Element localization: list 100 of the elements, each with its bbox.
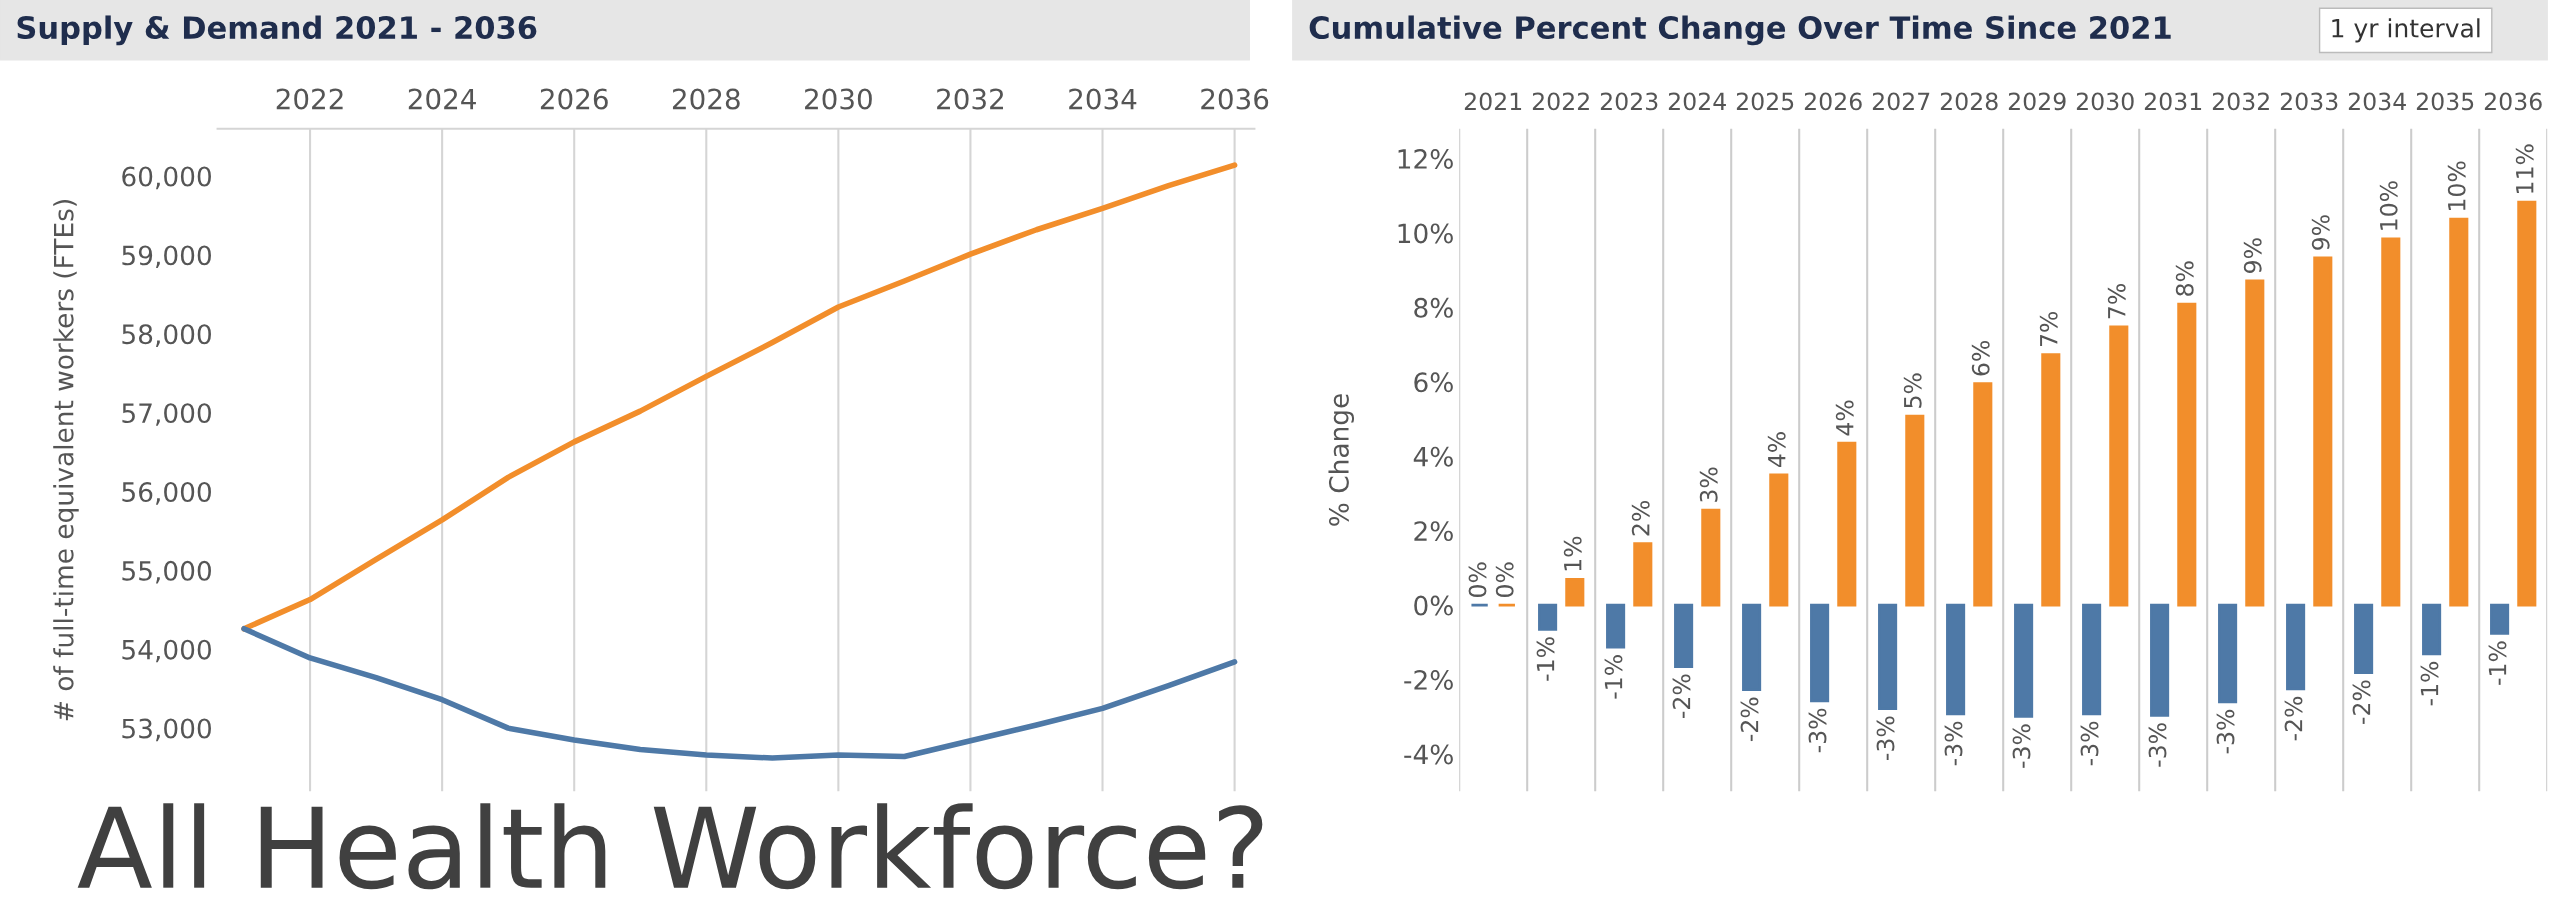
data-label: 8%: [2175, 261, 2194, 296]
data-label: 10%: [2379, 181, 2398, 230]
bar: [2286, 603, 2306, 691]
data-label: -2%: [1740, 697, 1759, 742]
bar: [2150, 603, 2170, 717]
bar: [2490, 603, 2510, 635]
text: 1 yr interval: [2332, 18, 2480, 43]
x-tick-label: 2021: [1464, 92, 1522, 111]
bar: [1606, 603, 1626, 649]
chart-title: Cumulative Percent Change Over Time Since 2021: [1309, 15, 2171, 46]
x-tick-label: 2033: [2280, 92, 2338, 111]
data-label: 4%: [1835, 400, 1854, 436]
bar: [1538, 603, 1558, 631]
data-label: -1%: [2488, 641, 2507, 685]
data-label: -1%: [2420, 661, 2439, 706]
x-tick-label: 2027: [1872, 92, 1930, 111]
x-tick-label: 2030: [2076, 92, 2134, 111]
data-label: 9%: [2311, 215, 2330, 250]
bar: [1837, 441, 1857, 607]
x-tick-label: 2035: [2416, 92, 2474, 111]
data-label: -3%: [1876, 716, 1895, 761]
data-label: 7%: [2107, 284, 2126, 319]
data-label: -3%: [2148, 723, 2167, 767]
data-label: 1%: [1563, 536, 1582, 571]
data-label: 0%: [1468, 562, 1487, 597]
data-label: -3%: [2080, 721, 2099, 766]
x-tick-label: 2030: [805, 88, 872, 110]
bar: [2517, 200, 2537, 607]
y-tick-label: 60,000: [122, 166, 211, 190]
bar: [2313, 256, 2333, 607]
x-tick-label: 2022: [276, 88, 343, 110]
data-label: 3%: [1699, 467, 1718, 502]
x-tick-label: 2031: [2144, 92, 2202, 111]
x-tick-label: 2032: [2212, 92, 2269, 111]
bar: [2245, 279, 2265, 607]
data-label: 10%: [2447, 161, 2466, 211]
y-axis-title: % Change: [1328, 394, 1355, 526]
bar: [1565, 578, 1585, 607]
data-label: -3%: [1944, 721, 1963, 766]
y-tick-label: 56,000: [122, 481, 211, 505]
y-tick-label: 55,000: [122, 560, 211, 584]
bar: [2218, 603, 2238, 704]
data-label: 11%: [2515, 144, 2534, 193]
bar: [2381, 237, 2401, 607]
x-tick-label: 2034: [2348, 92, 2406, 111]
bar: [2422, 603, 2442, 656]
x-tick-label: 2026: [540, 88, 608, 110]
y-tick-label: 53,000: [122, 718, 211, 742]
x-tick-label: 2036: [1201, 88, 1269, 110]
data-label: -2%: [2352, 680, 2371, 724]
data-label: -1%: [1536, 637, 1555, 681]
data-label: 5%: [1903, 373, 1922, 408]
bar: [1905, 414, 1925, 607]
bar: [1742, 603, 1762, 691]
y-tick-label: 54,000: [122, 639, 211, 663]
bar: [2177, 302, 2197, 607]
bar: [2082, 603, 2102, 716]
x-tick-label: 2028: [672, 88, 740, 110]
bar: [1946, 603, 1966, 716]
y-tick-label: 4%: [1413, 446, 1453, 467]
x-tick-label: 2034: [1069, 88, 1137, 110]
data-label: -3%: [2012, 724, 2031, 768]
data-label: 6%: [1971, 340, 1990, 376]
bar: [2041, 353, 2061, 607]
y-tick-label: 12%: [1398, 149, 1453, 169]
data-label: 2%: [1631, 500, 1650, 536]
data-label: 0%: [1495, 562, 1514, 597]
x-tick-label: 2028: [1940, 92, 1998, 111]
bar: [1701, 508, 1721, 607]
bar: [2014, 603, 2034, 718]
text: All Health Workforce?: [77, 803, 1263, 890]
bar: [1674, 603, 1694, 668]
x-tick-label: 2032: [937, 88, 1003, 110]
y-tick-label: -2%: [1404, 670, 1453, 690]
data-label: 9%: [2243, 238, 2262, 273]
y-tick-label: 10%: [1398, 223, 1453, 244]
bar: [1769, 473, 1789, 607]
y-tick-label: -4%: [1404, 744, 1453, 765]
bar: [2449, 217, 2469, 607]
y-tick-label: 6%: [1414, 372, 1453, 393]
bar: [1973, 382, 1993, 607]
x-tick-label: 2024: [408, 88, 476, 110]
data-label: -3%: [2216, 709, 2235, 754]
y-tick-label: 2%: [1414, 521, 1453, 542]
data-label: -1%: [1604, 655, 1623, 699]
x-tick-label: 2025: [1736, 92, 1794, 111]
x-tick-label: 2024: [1668, 92, 1726, 111]
bar: [1878, 603, 1898, 710]
data-label: 4%: [1767, 432, 1786, 468]
y-axis-title: # of full-time equivalent workers (FTEs): [53, 200, 79, 721]
data-label: 7%: [2039, 311, 2058, 347]
bar: [2354, 603, 2374, 674]
y-tick-label: 8%: [1414, 297, 1453, 318]
y-tick-label: 58,000: [122, 324, 211, 347]
data-label: -2%: [1672, 674, 1691, 718]
data-label: -3%: [1808, 708, 1827, 753]
x-tick-label: 2023: [1600, 92, 1658, 111]
y-tick-label: 57,000: [122, 403, 211, 426]
bar: [1633, 542, 1653, 607]
bar: [2109, 325, 2129, 607]
